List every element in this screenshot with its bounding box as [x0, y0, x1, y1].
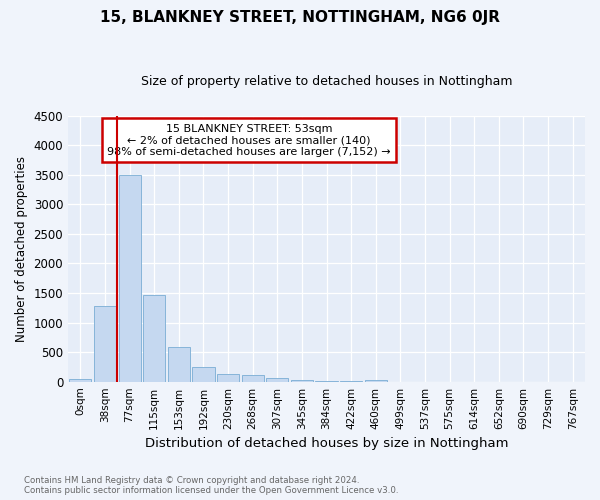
Bar [193, 368, 215, 382]
Y-axis label: Number of detached properties: Number of detached properties [15, 156, 28, 342]
Text: 15 BLANKNEY STREET: 53sqm
← 2% of detached houses are smaller (140)
98% of semi-: 15 BLANKNEY STREET: 53sqm ← 2% of detach… [107, 124, 391, 156]
Bar [266, 378, 289, 382]
Bar [217, 374, 239, 382]
Bar [168, 348, 190, 382]
Title: Size of property relative to detached houses in Nottingham: Size of property relative to detached ho… [141, 75, 512, 88]
Bar [143, 296, 165, 382]
Bar [69, 378, 91, 382]
Text: 15, BLANKNEY STREET, NOTTINGHAM, NG6 0JR: 15, BLANKNEY STREET, NOTTINGHAM, NG6 0JR [100, 10, 500, 25]
Bar [316, 380, 338, 382]
Bar [242, 376, 264, 382]
X-axis label: Distribution of detached houses by size in Nottingham: Distribution of detached houses by size … [145, 437, 508, 450]
Bar [365, 380, 387, 382]
Bar [291, 380, 313, 382]
Bar [94, 306, 116, 382]
Bar [119, 174, 140, 382]
Text: Contains HM Land Registry data © Crown copyright and database right 2024.
Contai: Contains HM Land Registry data © Crown c… [24, 476, 398, 495]
